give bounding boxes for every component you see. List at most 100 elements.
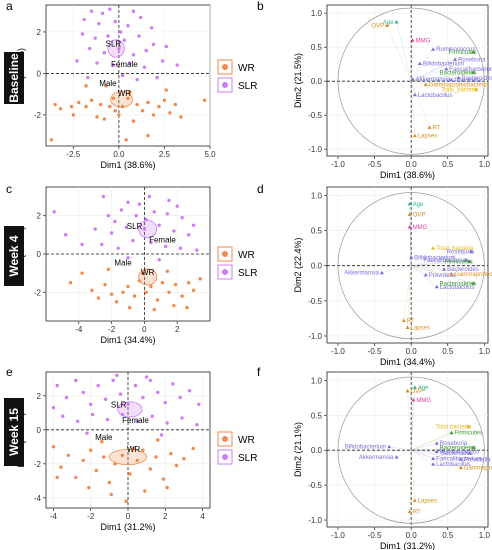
panel-f-arrow-mmg <box>410 399 414 451</box>
panel-a-point-wr <box>146 133 150 138</box>
panel-f-arrow-faecalibacterium <box>411 450 434 459</box>
panel-c-point-slr <box>195 248 199 252</box>
panel-e-point-slr <box>156 390 160 395</box>
panel-b-marker-bifidobacterium <box>417 61 422 65</box>
panel-c-point-slr <box>137 202 142 206</box>
panel-a-point-wr <box>168 111 172 115</box>
panel-c-point-wr <box>173 282 178 287</box>
panel-f-arrow-total-bacteria <box>411 426 469 451</box>
panel-c-point-wr <box>121 290 125 294</box>
panel-d-arrow-roseburia <box>411 251 472 266</box>
panel-b-arrow-ruminococcus <box>410 49 434 82</box>
panel-e-x-tick-label: 2 <box>163 512 168 521</box>
panel-a-group-label-slr: SLR <box>106 39 122 48</box>
panel-e-group-label-slr: SLR <box>111 401 127 410</box>
panel-a-point-slr <box>82 17 86 22</box>
panel-a-point-slr <box>128 61 132 65</box>
panel-c-point-wr <box>90 288 94 293</box>
panel-b-marker-akkermansia <box>410 77 415 81</box>
panel-c-y-tick-label: -2 <box>34 288 42 297</box>
panel-f-x-tick-label: -0.5 <box>368 531 382 540</box>
panel-b-var-label-age: Age <box>383 20 394 26</box>
panel-e-x-tick-label: 4 <box>200 512 205 521</box>
panel-b-marker-lactobacillus <box>412 92 417 97</box>
panel-a-point-wr <box>140 109 145 113</box>
panel-e-point-slr <box>89 402 93 406</box>
panel-b-var-label-bacteroidetes: Bacteroidetes <box>440 70 477 76</box>
panel-b-marker-firmicutes <box>471 49 476 54</box>
panel-b-arrow-firmicutes <box>411 51 474 82</box>
panel-a-point-slr <box>139 15 143 20</box>
panel-f-marker-firmicutes <box>449 430 454 435</box>
panel-e-point-slr <box>126 402 130 406</box>
panel-e-point-wr <box>141 448 145 452</box>
panel-c-point-wr <box>109 292 114 296</box>
panel-e-point-wr <box>169 451 173 456</box>
panel-c-point-slr <box>172 229 176 233</box>
panel-letter-a: a <box>6 0 13 13</box>
panel-f-marker-ruminococcus <box>434 449 439 454</box>
panel-f-var-label-total-bacteria: Total bacteria <box>436 424 472 430</box>
panel-c-point-slr <box>191 223 196 227</box>
panel-f-y-tick-label: 1.0 <box>311 376 323 385</box>
panel-d-correlation-circle <box>337 192 485 340</box>
panel-f-arrow-akkermansia <box>396 450 412 458</box>
row-label-baseline: Baseline <box>4 52 24 104</box>
panel-a-x-tick-label: 5.0 <box>204 150 216 159</box>
panel-c-point-slr <box>100 242 104 247</box>
panel-e-point-slr <box>180 416 184 420</box>
panel-d-var-label-bifidobacterium: Bifidobacterium <box>414 255 455 261</box>
panel-c-point-wr <box>103 282 107 287</box>
panel-e-x-axis-label: Dim1 (31.2%) <box>100 522 155 532</box>
panel-f-arrow-gammaproteobacteria <box>411 450 461 468</box>
panel-b-y-tick-label: 1.0 <box>311 9 323 18</box>
panel-f-x-tick-label: 0.5 <box>442 531 454 540</box>
panel-d-var-label-gammaproteobacteria: Gammaproteobacteria <box>454 272 492 278</box>
panel-a-point-slr <box>113 19 117 24</box>
panel-c-x-tick-label: 2 <box>175 325 180 334</box>
panel-a-point-slr <box>122 38 127 42</box>
panel-c-point-wr <box>172 303 176 308</box>
panel-a-point-slr <box>135 77 139 82</box>
panel-b-marker-prevotella <box>449 77 454 82</box>
panel-f-arrow-roseburia <box>411 443 437 451</box>
panel-e-point-wr <box>51 445 56 449</box>
panel-b-arrow-age <box>396 21 412 82</box>
panel-e-group-label-wr: WR <box>127 445 141 454</box>
panel-d-marker-akkermansia <box>379 270 384 275</box>
panel-c-point-slr <box>180 215 184 220</box>
panel-c-point-slr <box>149 240 153 245</box>
panel-d-x-tick-label: -1.0 <box>331 347 345 356</box>
panel-e-point-wr <box>148 467 153 471</box>
panel-c-point-wr <box>144 290 148 294</box>
panel-f-y-tick-label: 0.0 <box>311 446 323 455</box>
panel-e-point-wr <box>107 480 112 485</box>
panel-d-marker-prevotella <box>423 272 428 277</box>
panel-letter-d: d <box>257 182 264 196</box>
panel-b-var-label-faecalibacterium: Faecalibacterium <box>449 67 492 73</box>
panel-d-marker-roseburia <box>469 249 474 254</box>
panel-f-arrow-ruminococcus <box>411 449 437 452</box>
panel-c-y-tick-label: 2 <box>37 212 42 221</box>
panel-e-point-wr <box>59 465 63 469</box>
panel-letter-e: e <box>6 365 13 379</box>
panel-a-x-tick-label: 2.5 <box>159 150 171 159</box>
panel-e-point-wr <box>87 485 91 490</box>
panel-c-point-slr <box>157 258 161 262</box>
panel-d-var-label-akkermansia: Akkermansia <box>344 271 379 277</box>
panel-e-point-slr <box>195 423 199 427</box>
panel-c-ellipse-wr <box>138 268 158 286</box>
legend-label-wr: WR <box>238 63 255 74</box>
panel-a-point-wr <box>173 102 178 107</box>
panel-d-var-label-total-bacteria: Total_bacteria <box>436 246 474 252</box>
panel-letter-b: b <box>257 0 264 13</box>
panel-e-point-slr <box>141 395 145 400</box>
panel-a-y-tick-label: 2 <box>37 28 42 37</box>
panel-e-point-slr <box>74 378 78 383</box>
panel-e-point-wr <box>74 475 78 480</box>
panel-b-y-tick-label: -0.5 <box>308 111 322 120</box>
panel-f-var-label-faecalibacterium: Faecalibacterium <box>436 457 482 463</box>
panel-e-point-wr <box>81 458 85 463</box>
panel-d-arrow-firmicutes <box>411 261 470 266</box>
legend-marker-slr <box>222 454 228 460</box>
